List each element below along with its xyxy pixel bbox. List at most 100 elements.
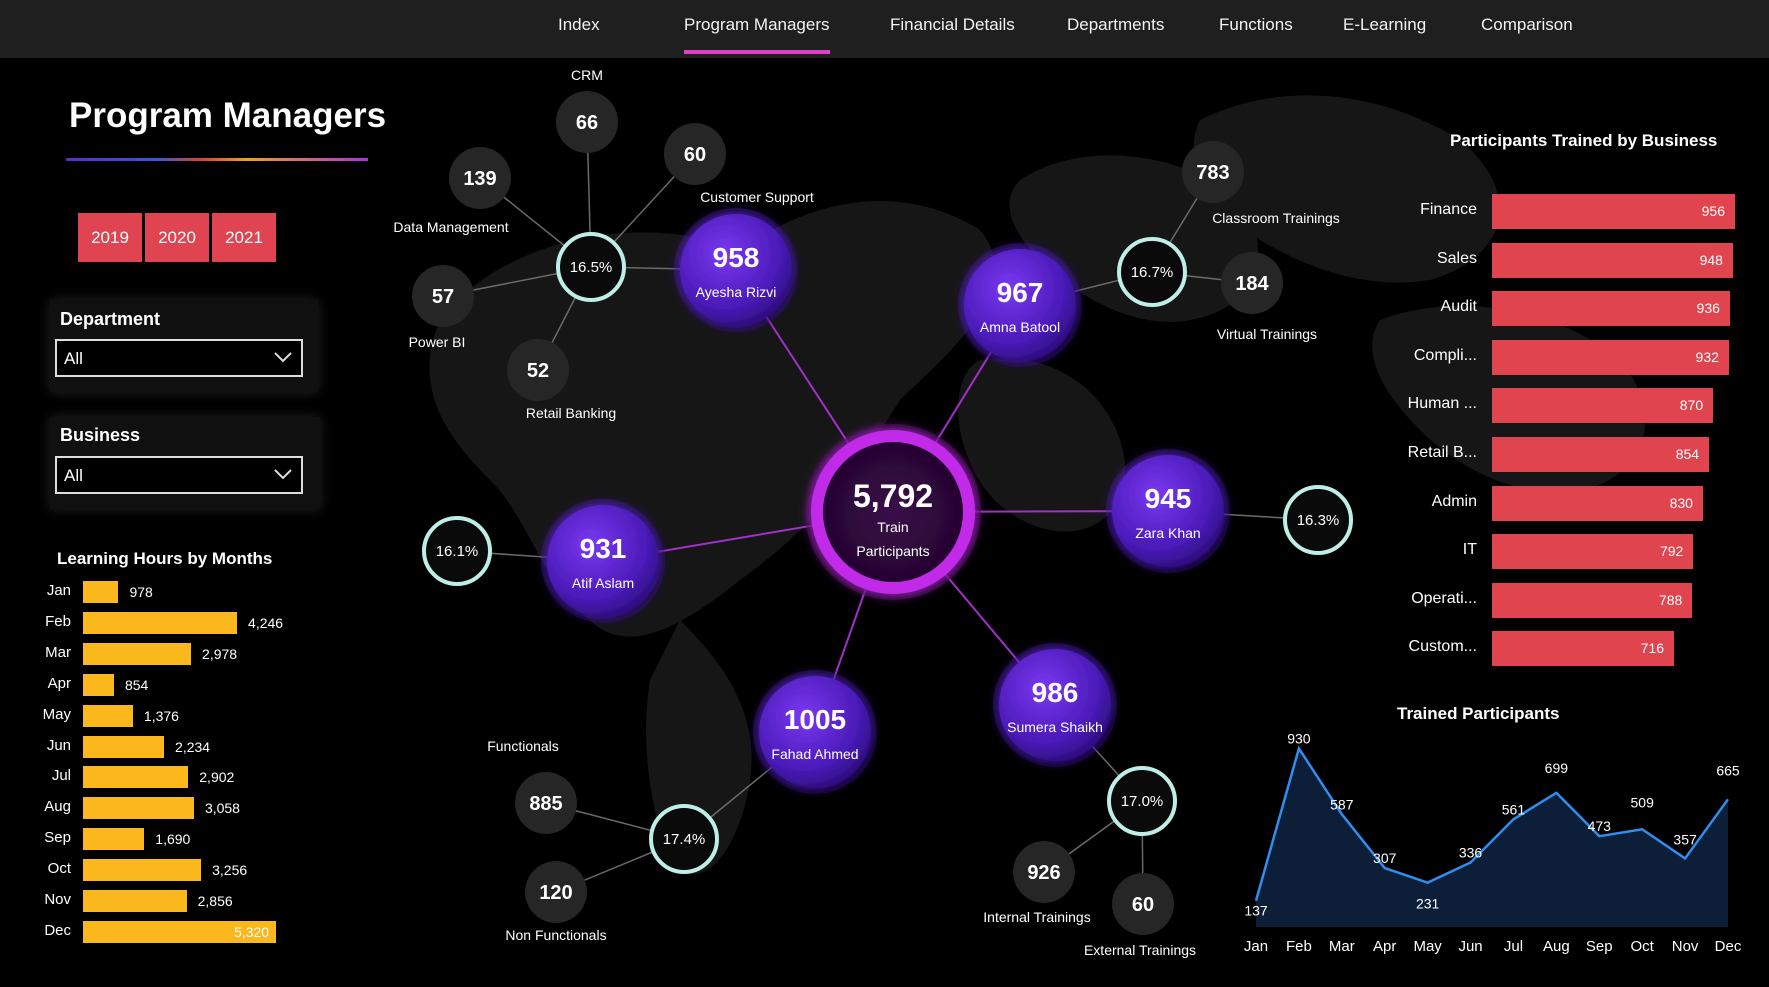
trained-participants-title: Trained Participants bbox=[1397, 704, 1560, 723]
percent-hub[interactable]: 16.5% bbox=[556, 232, 626, 302]
month-bar[interactable] bbox=[83, 766, 189, 789]
percent-hub[interactable]: 16.1% bbox=[422, 516, 492, 586]
leaf-node-customer-support[interactable]: 60 bbox=[664, 123, 726, 185]
top-navigation-bar: Index Program Managers Financial Details… bbox=[0, 0, 1769, 58]
manager-value: 967 bbox=[997, 277, 1044, 308]
tab-index[interactable]: Index bbox=[558, 15, 600, 34]
business-dropdown[interactable]: All bbox=[55, 456, 303, 494]
leaf-node-data-management[interactable]: 139 bbox=[449, 147, 511, 209]
percent-hub[interactable]: 17.0% bbox=[1107, 766, 1177, 836]
leaf-label: Non Functionals bbox=[505, 927, 606, 943]
month-bar-value: 3,058 bbox=[204, 800, 240, 817]
leaf-node-retail-banking[interactable]: 52 bbox=[507, 339, 569, 401]
business-bar[interactable] bbox=[1492, 339, 1729, 375]
manager-node-zara-khan[interactable]: 945 Zara Khan bbox=[1106, 449, 1230, 573]
business-bar[interactable] bbox=[1492, 582, 1693, 618]
business-bar[interactable] bbox=[1492, 631, 1674, 667]
month-bar-value: 4,246 bbox=[248, 614, 284, 631]
center-label-line1: Train bbox=[877, 519, 908, 535]
tab-program-managers[interactable]: Program Managers bbox=[684, 0, 830, 54]
leaf-node-virtual-trainings[interactable]: 184 bbox=[1221, 252, 1283, 314]
manager-node-ayesha-rizvi[interactable]: 958 Ayesha Rizvi bbox=[674, 208, 798, 332]
month-bar[interactable] bbox=[83, 828, 145, 851]
month-bar[interactable] bbox=[83, 890, 187, 912]
month-bar[interactable] bbox=[83, 581, 119, 603]
center-node[interactable]: 5,792 Train Participants bbox=[805, 424, 981, 600]
data-label: 665 bbox=[1716, 762, 1740, 778]
tab-functions[interactable]: Functions bbox=[1219, 15, 1293, 34]
business-bar[interactable] bbox=[1492, 485, 1703, 521]
leaf-value: 184 bbox=[1235, 273, 1269, 295]
tab-comparison[interactable]: Comparison bbox=[1481, 15, 1573, 34]
business-bar-value: 788 bbox=[1658, 591, 1683, 608]
month-bar-value: 5,320 bbox=[234, 923, 270, 940]
month-label: Apr bbox=[47, 674, 71, 692]
data-label: 357 bbox=[1673, 831, 1697, 847]
leaf-node-external-trainings[interactable]: 60 bbox=[1112, 873, 1174, 935]
business-label: Operati... bbox=[1411, 589, 1477, 607]
business-bar-value: 956 bbox=[1701, 203, 1725, 219]
x-tick-label: Jan bbox=[1244, 938, 1268, 955]
month-bar[interactable] bbox=[83, 704, 133, 727]
month-bar[interactable] bbox=[83, 797, 194, 820]
center-value: 5,792 bbox=[853, 478, 933, 514]
month-bar[interactable] bbox=[83, 642, 192, 665]
business-bar-value: 716 bbox=[1640, 640, 1664, 657]
leaf-label: Data Management bbox=[393, 219, 508, 235]
tab-departments[interactable]: Departments bbox=[1067, 15, 1165, 34]
percent-hub[interactable]: 16.3% bbox=[1283, 485, 1353, 555]
business-bar-value: 932 bbox=[1695, 348, 1719, 365]
manager-node-atif-aslam[interactable]: 931 Atif Aslam bbox=[541, 499, 665, 623]
leaf-value: 57 bbox=[432, 286, 454, 308]
business-bar[interactable] bbox=[1492, 534, 1694, 570]
business-bar-value: 830 bbox=[1669, 494, 1693, 511]
manager-node-fahad-ahmed[interactable]: 1005 Fahad Ahmed bbox=[753, 670, 877, 794]
month-bar[interactable] bbox=[83, 735, 165, 758]
tab-financial-details[interactable]: Financial Details bbox=[890, 15, 1015, 34]
leaf-node-functionals[interactable]: 885 bbox=[515, 772, 577, 834]
percent-hub[interactable]: 16.7% bbox=[1117, 237, 1187, 307]
year-button-2019[interactable]: 2019 bbox=[78, 213, 142, 262]
business-bar-value: 936 bbox=[1696, 300, 1720, 317]
department-dropdown[interactable]: All bbox=[55, 339, 303, 377]
month-label: May bbox=[42, 705, 71, 723]
chevron-down-icon bbox=[274, 469, 292, 480]
percent-hub-value: 16.1% bbox=[436, 543, 479, 560]
leaf-node-crm[interactable]: 66 bbox=[556, 91, 618, 153]
department-label: Department bbox=[60, 309, 161, 329]
percent-hub[interactable]: 17.4% bbox=[649, 804, 719, 874]
tab-e-learning[interactable]: E-Learning bbox=[1343, 15, 1427, 34]
manager-name: Sumera Shaikh bbox=[1007, 719, 1103, 735]
x-tick-label: Apr bbox=[1373, 938, 1396, 955]
leaf-node-power-bi[interactable]: 57 bbox=[412, 265, 474, 327]
business-bar[interactable] bbox=[1492, 194, 1735, 229]
month-bar[interactable] bbox=[83, 673, 114, 696]
leaf-node-non-functionals[interactable]: 120 bbox=[525, 861, 587, 923]
month-bar[interactable] bbox=[83, 859, 202, 882]
data-label: 307 bbox=[1373, 850, 1397, 866]
leaf-node-classroom-trainings[interactable]: 783 bbox=[1182, 141, 1244, 203]
x-tick-label: Dec bbox=[1715, 938, 1742, 955]
month-bar-value: 2,234 bbox=[175, 738, 211, 755]
leaf-label: Virtual Trainings bbox=[1217, 326, 1317, 342]
data-label: 561 bbox=[1502, 801, 1526, 817]
year-button-2020[interactable]: 2020 bbox=[145, 213, 209, 262]
leaf-node-internal-trainings[interactable]: 926 bbox=[1013, 841, 1075, 903]
month-bar[interactable] bbox=[83, 611, 238, 634]
business-bar[interactable] bbox=[1492, 291, 1730, 327]
month-bar[interactable] bbox=[83, 920, 276, 943]
percent-hub-value: 16.7% bbox=[1131, 264, 1174, 281]
manager-node-sumera-shaikh[interactable]: 986 Sumera Shaikh bbox=[993, 643, 1117, 767]
month-bar-value: 2,902 bbox=[199, 769, 235, 786]
business-label: Human ... bbox=[1407, 395, 1477, 413]
x-tick-label: Sep bbox=[1586, 938, 1613, 955]
x-tick-label: Jun bbox=[1458, 938, 1482, 955]
year-button-2021[interactable]: 2021 bbox=[212, 213, 276, 262]
manager-node-amna-batool[interactable]: 967 Amna Batool bbox=[958, 243, 1082, 367]
business-bar[interactable] bbox=[1492, 437, 1710, 472]
leaf-value: 60 bbox=[1132, 894, 1154, 916]
business-bar[interactable] bbox=[1492, 388, 1714, 424]
leaf-value: 783 bbox=[1196, 162, 1229, 184]
business-bar[interactable] bbox=[1492, 242, 1733, 278]
month-label: Jun bbox=[46, 736, 71, 754]
